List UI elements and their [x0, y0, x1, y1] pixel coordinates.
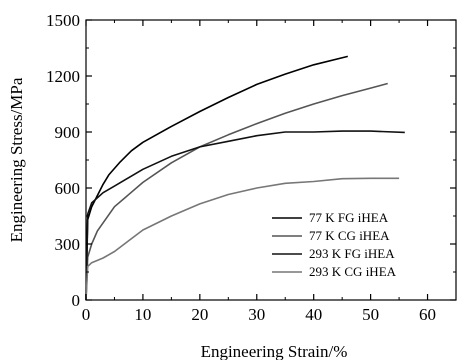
- x-axis-title: Engineering Strain/%: [201, 342, 348, 360]
- legend-label-2: 77 K CG iHEA: [309, 228, 390, 243]
- plot-frame: [85, 19, 457, 301]
- x-tick-label: 40: [305, 305, 322, 324]
- x-tick-label: 60: [419, 305, 436, 324]
- y-axis-title: Engineering Stress/MPa: [7, 77, 26, 242]
- series-layer: [85, 55, 405, 301]
- series-line-3: [85, 130, 405, 301]
- legend-label-1: 77 K FG iHEA: [309, 210, 389, 225]
- y-tick-label: 0: [72, 291, 81, 310]
- legend-label-4: 293 K CG iHEA: [309, 264, 397, 279]
- x-tick-label: 50: [362, 305, 379, 324]
- y-tick-label: 900: [55, 123, 81, 142]
- y-tick-label: 1500: [46, 11, 80, 30]
- plot-area: [85, 19, 457, 301]
- x-tick-label: 20: [191, 305, 208, 324]
- legend-label-3: 293 K FG iHEA: [309, 246, 395, 261]
- y-tick-label: 1200: [46, 67, 80, 86]
- y-tick-label: 300: [55, 235, 81, 254]
- series-line-4: [85, 177, 400, 301]
- x-tick-label: 30: [248, 305, 265, 324]
- legend: 77 K FG iHEA 77 K CG iHEA 293 K FG iHEA 293…: [272, 210, 397, 279]
- x-tick-label: 0: [82, 305, 91, 324]
- y-tick-label: 600: [55, 179, 81, 198]
- x-tick-label: 10: [134, 305, 151, 324]
